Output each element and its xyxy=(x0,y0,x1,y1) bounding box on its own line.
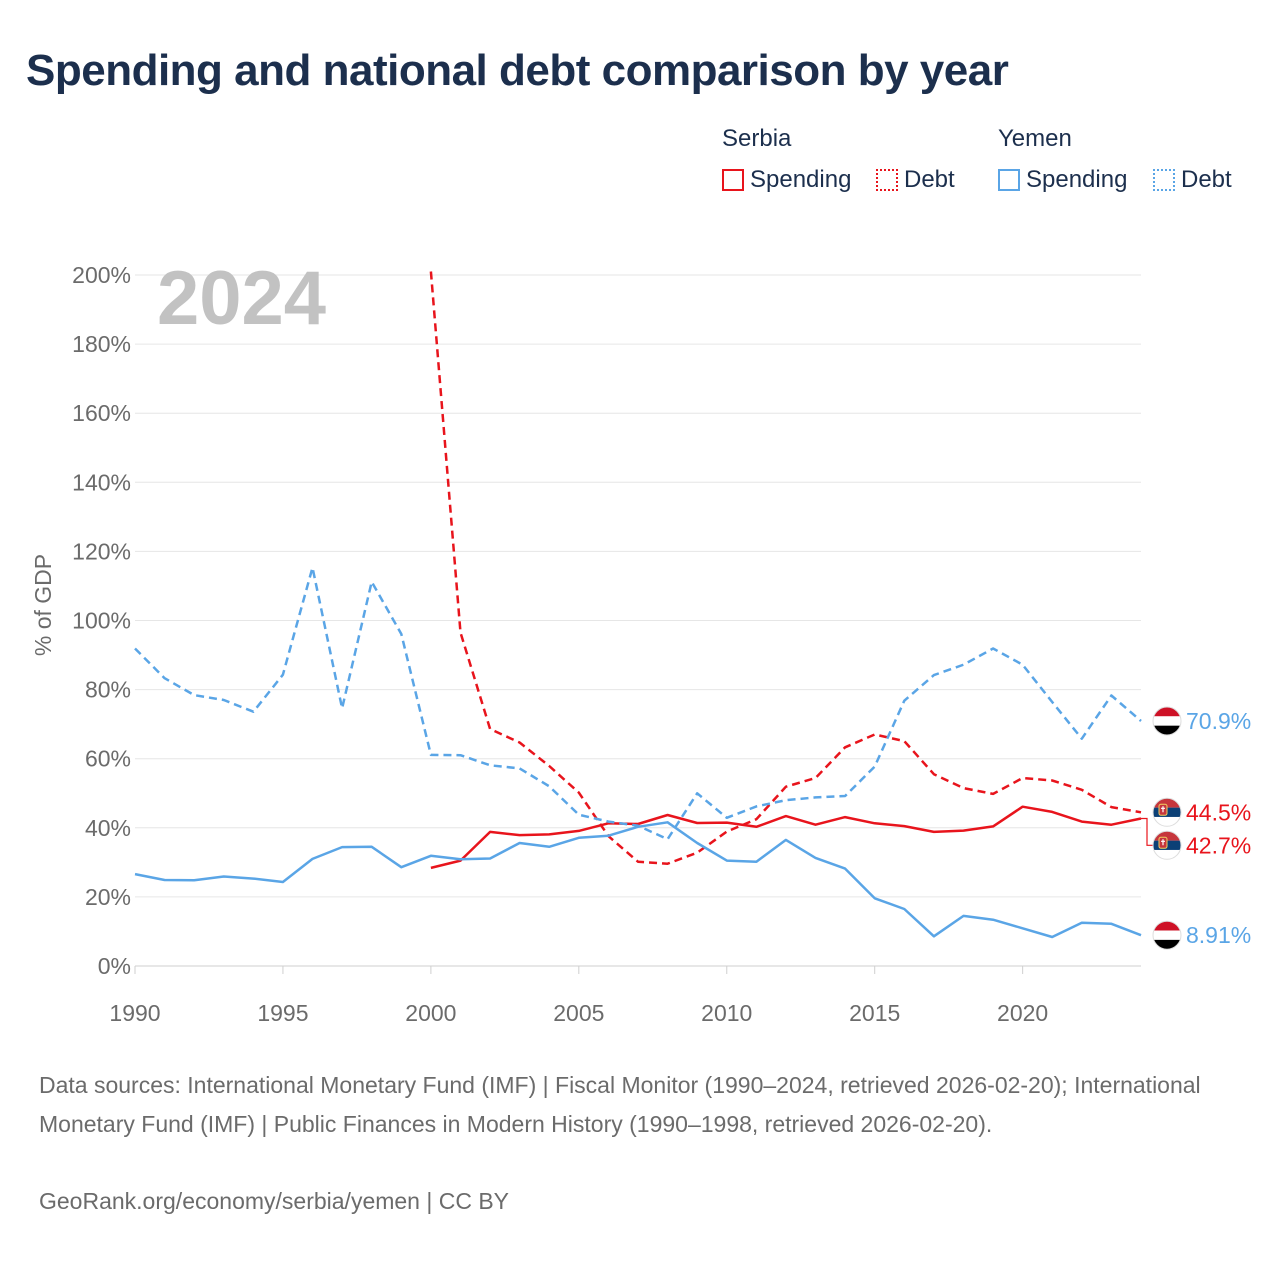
series-line-yemen-spending xyxy=(134,821,1142,939)
line-chart: 2024 0% 20% 40% 60% 80% 100% 120% 140% 160% 180% 2… xyxy=(30,256,1251,1026)
yemen-flag-icon xyxy=(1152,920,1182,950)
series-line-serbia-spending xyxy=(430,805,1142,870)
x-tick-label: 1990 xyxy=(109,1000,160,1026)
legend-dotted-swatch-icon xyxy=(1153,169,1175,191)
legend-yemen-spending[interactable]: Spending xyxy=(998,166,1127,194)
y-tick-label: 160% xyxy=(72,400,131,426)
legend-yemen-spending-label: Spending xyxy=(1026,166,1128,193)
serbia-flag-icon xyxy=(1152,797,1182,827)
legend-solid-swatch-icon xyxy=(722,169,744,191)
end-value-label: 44.5% xyxy=(1186,799,1251,825)
y-tick-label: 0% xyxy=(98,953,131,979)
end-value-label: 8.91% xyxy=(1186,922,1251,948)
x-tick-label: 2015 xyxy=(849,1000,900,1026)
y-tick-label: 40% xyxy=(85,815,131,841)
y-tick-label: 60% xyxy=(85,746,131,772)
legend-yemen-heading: Yemen xyxy=(998,125,1072,152)
legend-serbia-heading: Serbia xyxy=(722,125,792,152)
end-labels: 70.9% 44.5% 42.7% 8.91% xyxy=(1141,706,1251,950)
y-tick-label: 180% xyxy=(72,331,131,357)
x-tick-label: 2005 xyxy=(553,1000,604,1026)
legend-yemen-debt-label: Debt xyxy=(1181,166,1232,193)
x-axis: 1990 1995 2000 2005 2010 2015 2020 xyxy=(109,966,1048,1026)
label-leader-line xyxy=(1141,817,1153,846)
series-line-serbia-debt xyxy=(429,271,1142,865)
y-tick-label: 20% xyxy=(85,884,131,910)
x-tick-label: 2020 xyxy=(997,1000,1048,1026)
legend-dotted-swatch-icon xyxy=(876,169,898,191)
data-sources-note: Data sources: International Monetary Fun… xyxy=(39,1072,1201,1137)
credit-link[interactable]: GeoRank.org/economy/serbia/yemen | CC BY xyxy=(39,1188,510,1214)
legend-yemen-debt[interactable]: Debt xyxy=(1153,166,1232,194)
y-tick-label: 200% xyxy=(72,262,131,288)
yemen-flag-icon xyxy=(1152,706,1182,736)
legend-serbia-debt[interactable]: Debt xyxy=(876,166,955,194)
series-lines xyxy=(134,271,1142,939)
y-tick-label: 140% xyxy=(72,469,131,495)
y-axis: 0% 20% 40% 60% 80% 100% 120% 140% 160% 180% 200% xyxy=(72,262,131,979)
legend-serbia-debt-label: Debt xyxy=(904,166,955,193)
y-axis-title: % of GDP xyxy=(30,554,56,656)
x-tick-label: 2010 xyxy=(701,1000,752,1026)
x-tick-label: 1995 xyxy=(257,1000,308,1026)
serbia-flag-icon xyxy=(1152,830,1182,860)
end-value-label: 42.7% xyxy=(1186,832,1251,858)
y-tick-label: 120% xyxy=(72,538,131,564)
y-tick-label: 80% xyxy=(85,677,131,703)
chart-title: Spending and national debt comparison by… xyxy=(26,46,1009,95)
end-value-label: 70.9% xyxy=(1186,708,1251,734)
legend-solid-swatch-icon xyxy=(998,169,1020,191)
x-tick-label: 2000 xyxy=(405,1000,456,1026)
legend-serbia-spending[interactable]: Spending xyxy=(722,166,851,194)
y-tick-label: 100% xyxy=(72,608,131,634)
year-watermark: 2024 xyxy=(157,256,326,341)
series-line-yemen-debt xyxy=(134,566,1142,841)
legend-serbia-spending-label: Spending xyxy=(750,166,852,193)
